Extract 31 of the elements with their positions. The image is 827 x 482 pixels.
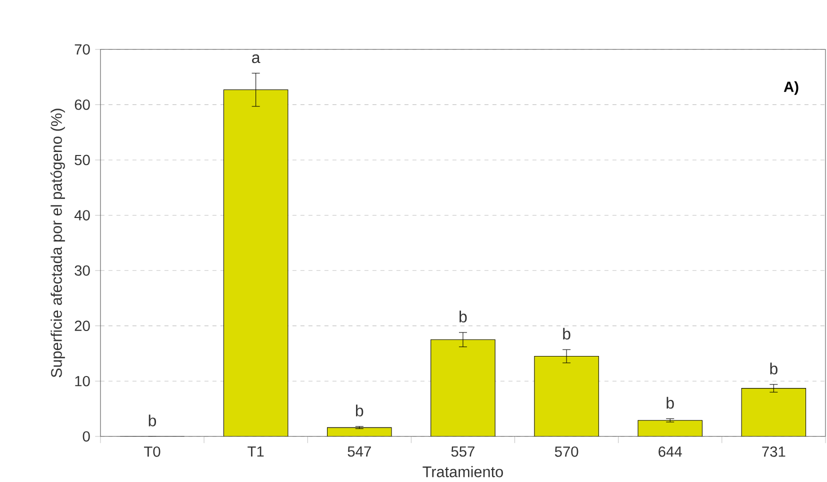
bar (638, 420, 702, 437)
bar (534, 356, 599, 437)
y-tick-label: 70 (74, 44, 90, 55)
x-tick-label: 731 (762, 446, 786, 457)
bar (741, 388, 806, 437)
x-tick-label: 644 (658, 446, 682, 457)
y-tick-label: 10 (75, 376, 90, 386)
y-tick-label: 20 (74, 320, 90, 332)
annotation: b (563, 328, 570, 340)
y-tick-label: 30 (74, 266, 90, 276)
x-tick-label: T1 (248, 446, 264, 457)
bar (327, 428, 392, 437)
bar (430, 340, 496, 437)
annotation: b (148, 414, 156, 427)
annotation: b (356, 404, 364, 417)
annotation: b (460, 310, 467, 323)
x-tick-label: 557 (451, 446, 474, 457)
x-tick-label: 547 (348, 446, 371, 457)
annotation: b (666, 397, 674, 409)
y-axis-title: Superficie afectada por el patógeno (%) (50, 108, 65, 378)
annotation: a (252, 54, 260, 64)
bar (223, 90, 288, 437)
annotation: A) (784, 81, 798, 96)
x-tick-label: T0 (144, 446, 160, 457)
y-tick-label: 50 (74, 154, 90, 166)
annotation: b (770, 362, 778, 375)
y-tick-label: 60 (74, 100, 90, 110)
x-tick-label: 570 (554, 446, 578, 457)
y-tick-label: 0 (82, 431, 90, 442)
y-tick-label: 40 (74, 210, 90, 221)
x-axis-title: Tratamiento (422, 466, 503, 478)
